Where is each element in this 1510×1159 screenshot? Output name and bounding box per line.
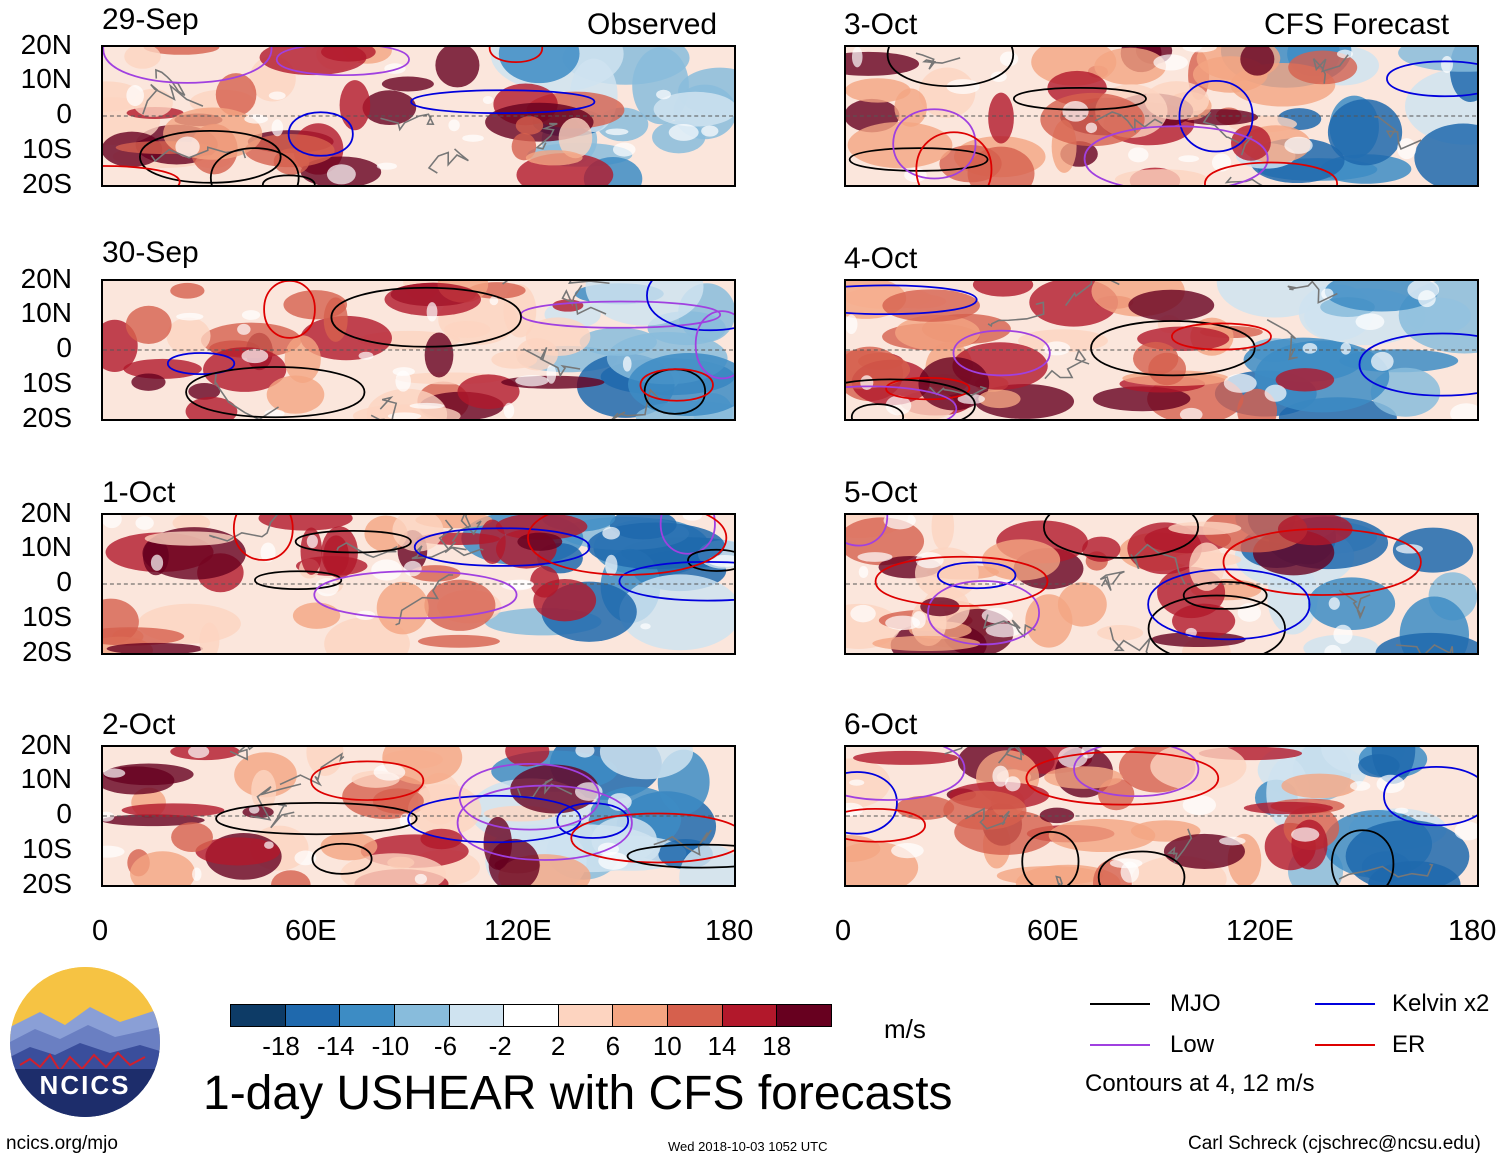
colorbar-segment [394,1005,450,1026]
lon-label: 60E [1027,915,1079,947]
forecast-header: CFS Forecast [1264,8,1450,41]
legend-line-low [1090,1044,1150,1046]
colorbar-unit: m/s [884,1014,926,1044]
lat-label: 20N [20,497,72,528]
panel-date-label: 4-Oct [844,242,918,275]
map-panel-observed-2 [101,279,736,421]
colorbar-tick-label: 6 [605,1031,621,1061]
lon-label: 120E [484,915,552,947]
panel-date-label: 3-Oct [844,8,918,41]
colorbar-tick-label: -6 [433,1031,458,1061]
lat-label: 20S [22,168,72,199]
colorbar-segment [504,1005,559,1026]
lat-label: 20S [22,402,72,433]
colorbar-segment [449,1005,505,1026]
legend-line-mjo [1090,1003,1150,1005]
panel-date-label: 5-Oct [844,476,918,509]
lon-label: 120E [1226,915,1294,947]
colorbar-segment [231,1005,286,1026]
lon-label: 180 [705,915,754,947]
colorbar-tick-label: -10 [371,1031,410,1061]
colorbar-tick-label: -18 [262,1031,300,1061]
lat-label: 20N [20,29,72,60]
panel-date-label: 29-Sep [102,3,199,36]
colorbar-segment [668,1005,723,1026]
shear-map [846,47,1477,185]
footer-site: ncics.org/mjo [6,1133,118,1154]
colorbar-segment [722,1005,778,1026]
footer-timestamp: Wed 2018-10-03 1052 UTC [668,1139,828,1154]
lon-label: 180 [1448,915,1497,947]
panel-date-label: 2-Oct [102,708,176,741]
ncics-logo: NCICS [10,967,160,1117]
lat-label: 10S [22,367,72,398]
lat-label: 10N [20,531,72,562]
lat-label: 10S [22,833,72,864]
colorbar-segment [285,1005,341,1026]
lat-label: 10N [20,63,72,94]
lat-label: 0 [56,332,72,363]
colorbar-segment [340,1005,395,1026]
legend-label-kelvin: Kelvin x2 [1392,990,1490,1017]
lat-label: 20N [20,729,72,760]
map-panel-forecast-2 [844,279,1479,421]
panel-date-label: 30-Sep [102,236,199,269]
shear-map [846,747,1477,885]
panel-date-label: 1-Oct [102,476,176,509]
shear-map [103,47,734,185]
lat-label: 0 [56,566,72,597]
shear-map [103,515,734,653]
colorbar-tick-label: 18 [762,1031,792,1061]
lat-label: 0 [56,98,72,129]
shear-map [103,281,734,419]
panel-date-label: 6-Oct [844,708,918,741]
legend-label-mjo: MJO [1170,990,1221,1017]
colorbar-tick-label: -2 [488,1031,512,1061]
legend-label-er: ER [1392,1031,1426,1058]
logo-text: NCICS [39,1070,131,1100]
lat-label: 10N [20,763,72,794]
lat-label: 10N [20,297,72,328]
footer-author: Carl Schreck (cjschrec@ncsu.edu) [1188,1133,1481,1154]
lat-label: 20N [20,263,72,294]
lon-label: 60E [285,915,337,947]
colorbar [230,1004,832,1027]
lat-label: 20S [22,868,72,899]
colorbar-segment [777,1005,832,1026]
lat-label: 0 [56,798,72,829]
legend-line-kelvin [1315,1003,1375,1005]
lon-label: 0 [92,915,109,947]
legend-label-low: Low [1170,1031,1215,1058]
colorbar-tick-label: 10 [652,1031,682,1061]
figure-title: 1-day USHEAR with CFS forecasts [203,1067,953,1120]
legend-line-er [1315,1044,1375,1046]
map-panel-observed-4 [101,745,736,887]
map-panel-forecast-1 [844,45,1479,187]
shear-map [103,747,734,885]
map-panel-observed-3 [101,513,736,655]
map-panel-observed-1 [101,45,736,187]
shear-map [846,515,1477,653]
shear-map [846,281,1477,419]
map-panel-forecast-3 [844,513,1479,655]
colorbar-segment [613,1005,669,1026]
colorbar-tick-label: -14 [316,1031,355,1061]
colorbar-segment [558,1005,614,1026]
colorbar-tick-label: 2 [550,1031,566,1061]
map-panel-forecast-4 [844,745,1479,887]
lat-label: 10S [22,133,72,164]
lat-label: 20S [22,636,72,667]
legend-note: Contours at 4, 12 m/s [1085,1070,1315,1097]
lat-label: 10S [22,601,72,632]
colorbar-tick-label: 14 [707,1031,737,1061]
observed-header: Observed [587,8,718,41]
lon-label: 0 [835,915,852,947]
